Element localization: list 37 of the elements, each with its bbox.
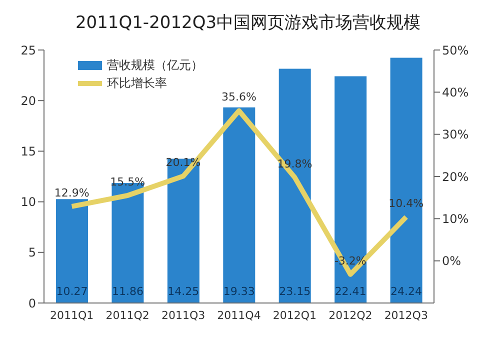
y-tick-label: 15 <box>20 144 36 158</box>
y2-tick-label: 0% <box>442 254 462 268</box>
data-label: 24.24 <box>390 285 422 298</box>
y2-tick-label: 10% <box>442 212 469 226</box>
y-tick-label: 0 <box>28 296 36 310</box>
bar <box>390 58 422 303</box>
data-label: 19.33 <box>223 285 255 298</box>
chart-title: 2011Q1-2012Q3中国网页游戏市场营收规模 <box>74 12 422 35</box>
y-tick-label: 25 <box>20 43 36 58</box>
x-tick-label: 2011Q2 <box>106 308 150 322</box>
y-tick-label: 20 <box>20 94 36 108</box>
bar <box>334 76 367 303</box>
y-tick-label: 5 <box>28 246 36 260</box>
y2-tick-label: 30% <box>442 128 469 142</box>
y2-tick-label: 20% <box>442 170 469 184</box>
x-tick-label: 2012Q3 <box>384 308 428 322</box>
x-tick-label: 2012Q2 <box>328 308 372 322</box>
data-label: 14.25 <box>168 285 200 298</box>
y2-tick-label: 40% <box>442 85 469 100</box>
x-tick-label: 2011Q1 <box>50 308 94 322</box>
y-tick-label: 10 <box>20 195 36 210</box>
data-label: 10.27 <box>56 285 88 298</box>
legend-label: 环比增长率 <box>107 75 167 92</box>
data-label: 22.41 <box>334 285 366 298</box>
x-tick-label: 2011Q3 <box>161 308 206 322</box>
bar <box>223 107 256 303</box>
bar <box>278 68 311 303</box>
x-tick-label: 2012Q1 <box>272 308 317 322</box>
x-tick-label: 2011Q4 <box>217 308 261 322</box>
data-label: 35.6% <box>222 90 256 104</box>
data-label: 11.86 <box>112 285 144 298</box>
bar <box>167 158 200 303</box>
legend-label: 营收规模（亿元） <box>107 57 203 74</box>
data-label: 23.15 <box>279 285 311 298</box>
y2-tick-label: 50% <box>442 43 469 58</box>
bar <box>56 199 88 303</box>
data-label: 12.9% <box>54 186 90 200</box>
